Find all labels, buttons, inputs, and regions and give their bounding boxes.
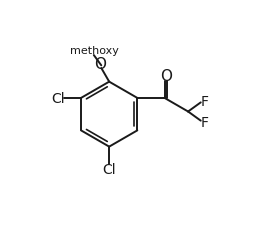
- Text: Cl: Cl: [51, 91, 65, 105]
- Text: methoxy: methoxy: [70, 46, 119, 56]
- Text: F: F: [201, 116, 209, 129]
- Text: O: O: [94, 56, 106, 71]
- Text: Cl: Cl: [102, 163, 116, 177]
- Text: O: O: [160, 69, 172, 84]
- Text: F: F: [201, 95, 209, 109]
